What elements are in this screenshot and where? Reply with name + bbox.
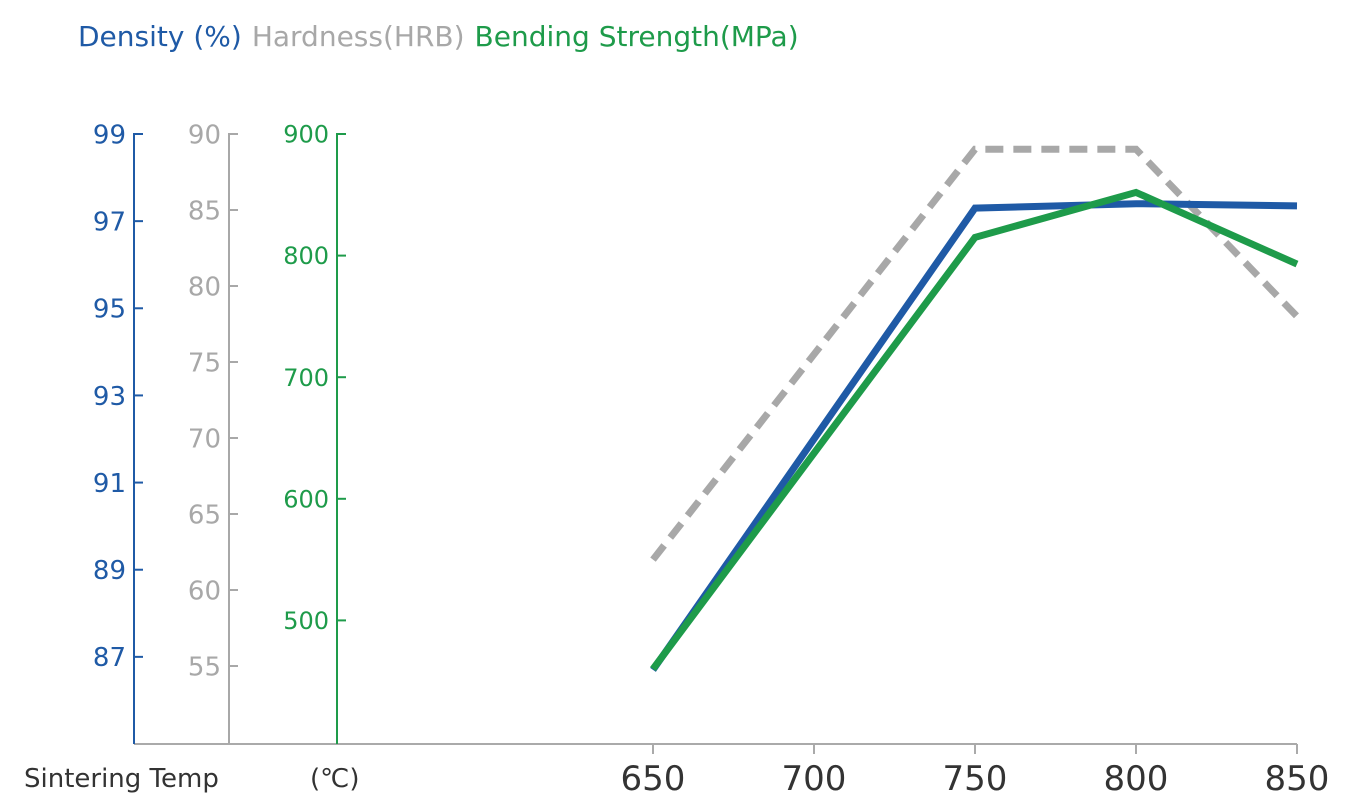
series-line-density	[650, 200, 1298, 672]
x-axis-label: Sintering Temp	[24, 764, 219, 794]
bending-tick-label: 800	[283, 242, 329, 270]
x-tick-label: 800	[1104, 759, 1169, 796]
density-tick-label: 93	[93, 382, 126, 412]
legend-hardness: Hardness(HRB)	[251, 20, 465, 53]
series-line-bending	[650, 188, 1299, 672]
hardness-tick-label: 80	[188, 272, 221, 302]
density-tick-label: 95	[93, 295, 126, 325]
x-tick-label: 750	[943, 759, 1008, 796]
hardness-tick-label: 60	[188, 576, 221, 606]
density-tick-label: 91	[93, 469, 126, 499]
hardness-tick-label: 70	[188, 424, 221, 454]
bending-tick-label: 900	[283, 121, 329, 149]
hardness-tick-label: 55	[188, 652, 221, 682]
legend-density: Density (%)	[78, 20, 242, 53]
density-tick-label: 99	[93, 120, 126, 150]
bending-tick-label: 700	[283, 364, 329, 392]
x-tick-label: 650	[621, 759, 686, 796]
bending-tick-label: 600	[283, 485, 329, 513]
bending-tick-label: 500	[283, 607, 329, 635]
density-tick-label: 87	[93, 643, 126, 673]
hardness-tick-label: 65	[188, 500, 221, 530]
hardness-tick-label: 85	[188, 196, 221, 226]
density-tick-label: 89	[93, 556, 126, 586]
x-tick-label: 850	[1265, 759, 1330, 796]
hardness-tick-label: 90	[188, 120, 221, 150]
chart-legend: Density (%) Hardness(HRB) Bending Strength…	[78, 20, 809, 53]
hardness-tick-label: 75	[188, 348, 221, 378]
density-tick-label: 97	[93, 208, 126, 238]
x-tick-label: 700	[782, 759, 847, 796]
legend-bending: Bending Strength(MPa)	[474, 20, 799, 53]
x-axis-unit: (℃)	[310, 764, 360, 794]
